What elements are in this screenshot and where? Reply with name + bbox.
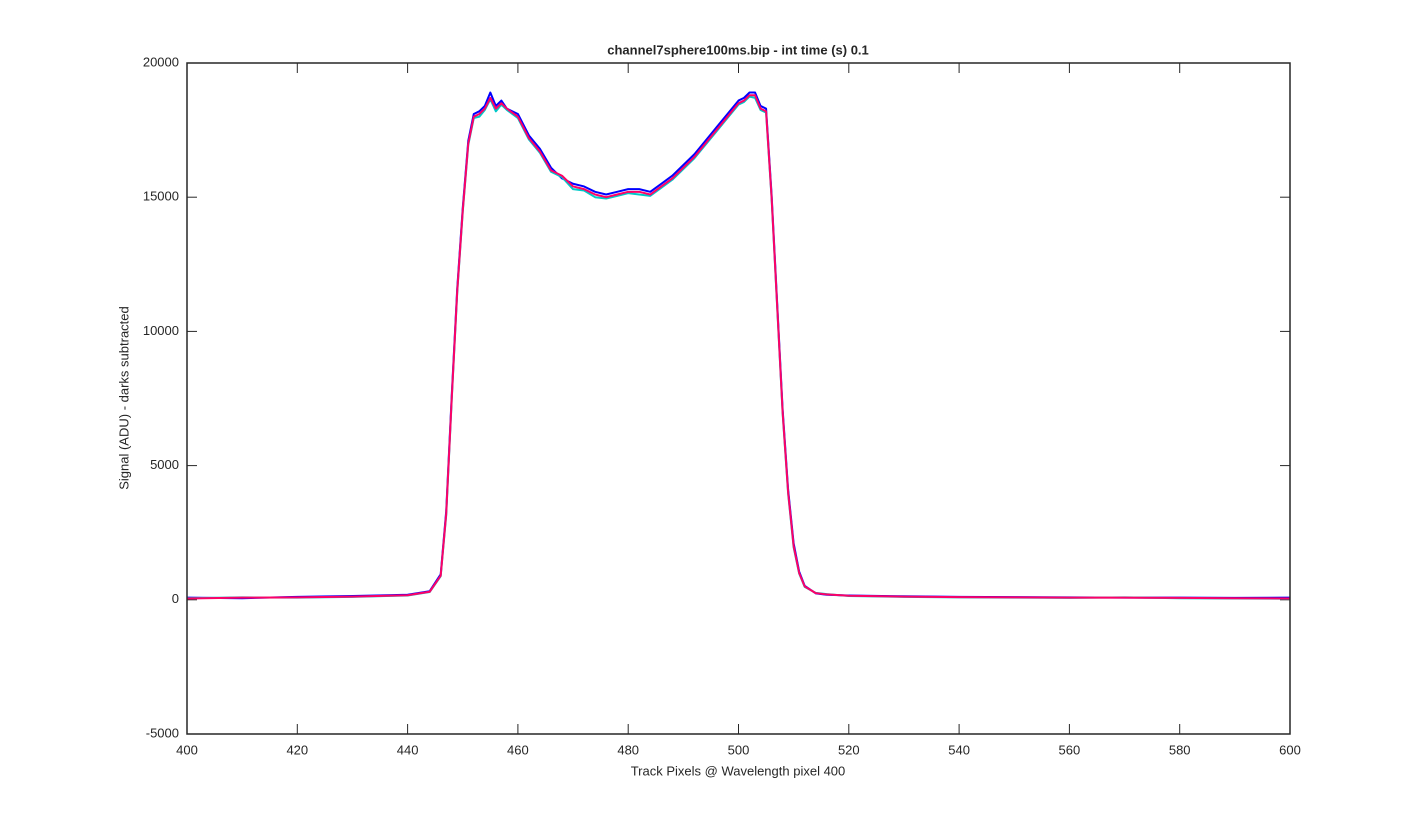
y-tick-label: 5000 <box>150 457 179 472</box>
x-tick-label: 400 <box>176 742 198 757</box>
y-tick-label: 10000 <box>143 323 179 338</box>
x-tick-label: 540 <box>948 742 970 757</box>
y-tick-label: -5000 <box>146 725 179 740</box>
series-line <box>186 94 1291 600</box>
x-tick-label: 420 <box>286 742 308 757</box>
x-tick-label: 480 <box>617 742 639 757</box>
series-line <box>186 91 1291 600</box>
y-axis-label: Signal (ADU) - darks subtracted <box>116 306 131 490</box>
x-tick-label: 500 <box>728 742 750 757</box>
x-axis-label: Track Pixels @ Wavelength pixel 400 <box>631 763 846 778</box>
x-tick-label: 560 <box>1059 742 1081 757</box>
x-tick-label: 440 <box>397 742 419 757</box>
x-tick-label: 600 <box>1279 742 1301 757</box>
series-line <box>186 95 1291 600</box>
x-tick-label: 460 <box>507 742 529 757</box>
plot-frame <box>186 62 1291 735</box>
y-tick-label: 20000 <box>143 54 179 69</box>
y-tick-label: 0 <box>172 591 179 606</box>
chart-title: channel7sphere100ms.bip - int time (s) 0… <box>607 42 869 57</box>
x-tick-label: 520 <box>838 742 860 757</box>
y-tick-label: 15000 <box>143 189 179 204</box>
x-tick-label: 580 <box>1169 742 1191 757</box>
